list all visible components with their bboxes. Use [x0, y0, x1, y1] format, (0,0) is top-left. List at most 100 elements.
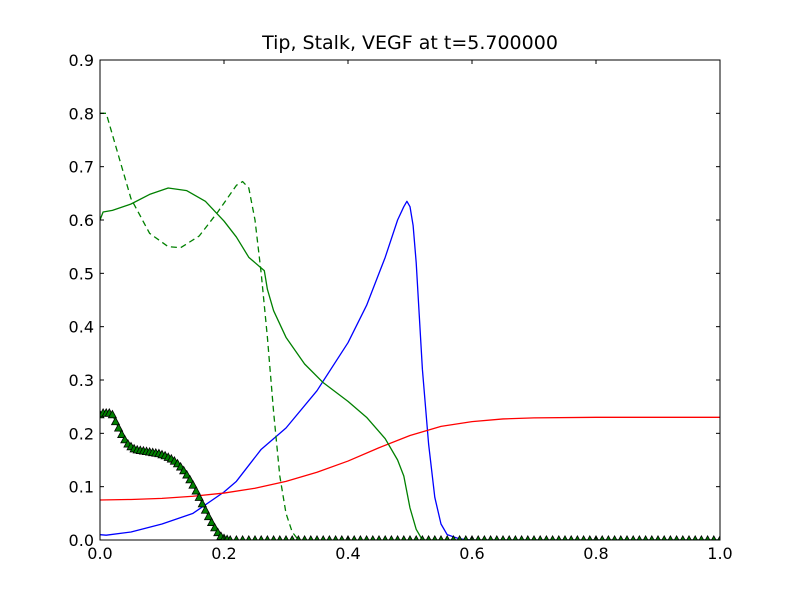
triangle-marker [252, 534, 258, 540]
triangle-marker [475, 534, 481, 540]
triangle-marker [686, 534, 692, 540]
triangle-marker [200, 505, 211, 514]
x-tick-label: 0.0 [87, 544, 112, 563]
triangle-marker [206, 517, 217, 526]
triangle-marker [543, 534, 550, 540]
x-tick-label: 0.6 [459, 544, 484, 563]
triangle-marker [450, 534, 457, 540]
triangle-marker [599, 534, 605, 540]
x-tick-label: 1.0 [707, 544, 732, 563]
triangle-marker [711, 534, 717, 540]
triangle-marker [388, 534, 395, 540]
triangle-marker [314, 534, 320, 540]
x-tick-label: 0.4 [335, 544, 360, 563]
triangle-marker [283, 534, 289, 540]
triangle-marker [605, 534, 612, 540]
triangle-marker [562, 534, 568, 540]
triangle-marker [233, 534, 240, 540]
y-tick-label: 0.8 [69, 104, 94, 123]
triangle-marker [698, 534, 705, 540]
triangle-marker [537, 534, 543, 540]
triangle-marker [649, 534, 655, 540]
triangle-marker [463, 534, 469, 540]
y-tick-label: 0.6 [69, 211, 94, 230]
triangle-marker [556, 534, 562, 540]
triangle-marker [642, 534, 649, 540]
x-tick-label: 0.2 [211, 544, 236, 563]
triangle-marker [419, 534, 426, 540]
y-tick-label: 0.7 [69, 158, 94, 177]
triangle-marker [444, 534, 450, 540]
triangle-marker [636, 534, 643, 540]
triangle-marker [376, 534, 382, 540]
triangle-marker [110, 416, 121, 426]
triangle-marker [618, 534, 624, 540]
triangle-marker [363, 534, 370, 540]
triangle-marker [704, 534, 711, 540]
triangle-marker [655, 534, 661, 540]
triangle-marker [357, 534, 364, 540]
triangle-marker [512, 534, 519, 540]
triangle-marker [487, 534, 494, 540]
triangle-marker [506, 534, 512, 540]
triangle-marker [370, 534, 376, 540]
tick-layer: 0.0 0.2 0.4 0.6 0.8 1.0 0.0 0.1 0.2 0.3 0.4 0.5 0.6 0… [69, 51, 733, 563]
triangle-marker [413, 534, 419, 540]
triangle-marker [289, 534, 295, 540]
triangle-marker [277, 534, 283, 540]
triangle-marker [667, 534, 674, 540]
y-tick-label: 0.0 [69, 531, 94, 550]
x-tick-label: 0.8 [583, 544, 608, 563]
triangle-marker [407, 534, 413, 540]
triangle-marker [673, 534, 680, 540]
axes-frame [99, 59, 721, 541]
y-tick-label: 0.9 [69, 51, 94, 70]
series-layer [100, 112, 720, 540]
triangle-marker [191, 485, 201, 495]
triangle-marker [425, 534, 432, 540]
triangle-marker [481, 534, 488, 540]
y-tick-label: 0.1 [69, 478, 94, 497]
triangle-marker [401, 534, 407, 540]
green-dashed-series-line [100, 112, 299, 540]
triangle-marker [332, 534, 339, 540]
triangle-marker [107, 409, 118, 419]
y-tick-label: 0.3 [69, 371, 94, 390]
triangle-marker [264, 534, 271, 540]
triangle-marker [382, 534, 388, 540]
triangle-marker [308, 534, 314, 540]
blue-series-line [100, 200, 720, 540]
triangle-marker [194, 492, 204, 501]
triangle-marker [227, 534, 233, 540]
triangle-marker [580, 534, 587, 540]
triangle-marker [494, 534, 500, 540]
triangle-marker [301, 534, 308, 540]
green-solid-series-line [100, 187, 720, 540]
triangle-marker [117, 429, 127, 438]
triangle-marker [574, 534, 581, 540]
triangle-marker [239, 534, 246, 540]
triangle-marker [500, 534, 506, 540]
triangle-marker [525, 534, 531, 540]
y-tick-label: 0.2 [69, 424, 94, 443]
triangle-marker [394, 534, 401, 540]
triangle-marker [339, 534, 345, 540]
triangle-marker [568, 534, 574, 540]
triangle-marker [680, 534, 686, 540]
triangle-marker [246, 534, 252, 540]
triangle-marker [692, 534, 698, 540]
triangle-marker [630, 534, 636, 540]
triangle-marker [258, 534, 264, 540]
triangle-marker [531, 534, 537, 540]
triangle-marker [717, 534, 720, 540]
triangle-marker [113, 422, 124, 432]
green-triangle-series [100, 408, 720, 540]
triangle-marker [587, 534, 593, 540]
triangle-marker [203, 511, 214, 521]
triangle-marker [197, 498, 207, 508]
triangle-marker [320, 534, 326, 540]
triangle-marker [432, 534, 438, 540]
triangle-marker [456, 534, 463, 540]
plot-area [100, 60, 720, 540]
